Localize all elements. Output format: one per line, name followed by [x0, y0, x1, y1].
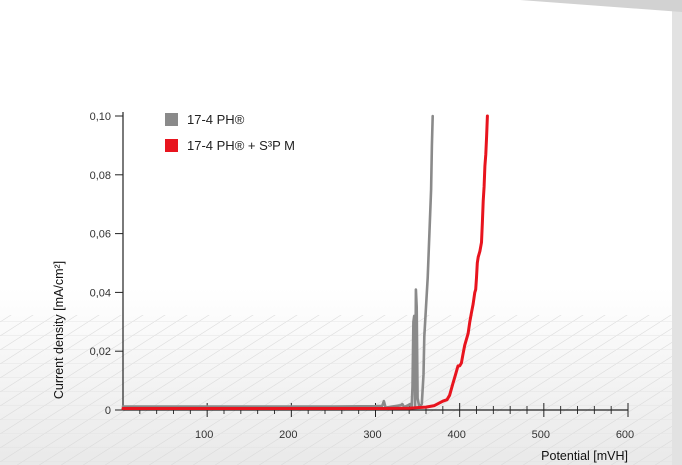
x-tick-label: 600 [616, 429, 634, 441]
legend-label-17-4-ph: 17-4 PH® [187, 112, 245, 127]
series-lines [121, 114, 489, 410]
x-tick-label: 300 [363, 429, 381, 441]
y-tick-label: 0,08 [90, 170, 111, 182]
frame-edge [672, 0, 682, 465]
legend-label-17-4-ph-s3pm: 17-4 PH® + S³P M [187, 138, 295, 153]
x-axis-label: Potential [mVH] [541, 449, 628, 463]
y-tick-label: 0,04 [90, 287, 111, 299]
y-axis-label: Current density [mA/cm²] [52, 261, 66, 399]
series-line-17-4-ph-s3pm [121, 114, 489, 410]
legend-swatch-17-4-ph [165, 113, 178, 126]
x-tick-label: 200 [279, 429, 297, 441]
corner-accent [520, 0, 682, 12]
x-tick-label: 100 [195, 429, 213, 441]
y-tick-label: 0 [105, 405, 111, 417]
x-tick-label: 500 [532, 429, 550, 441]
background-grid-decoration [0, 315, 682, 465]
y-axis-title: Current density [mA/cm²] [52, 261, 66, 399]
legend-swatch-17-4-ph-s3pm [165, 139, 178, 152]
y-tick-label: 0,06 [90, 229, 111, 241]
legend: 17-4 PH® 17-4 PH® + S³P M [165, 112, 295, 153]
series-line-17-4-ph [121, 114, 434, 409]
y-tick-label: 0,02 [90, 346, 111, 358]
y-tick-label: 0,10 [90, 111, 111, 123]
x-tick-label: 400 [447, 429, 465, 441]
